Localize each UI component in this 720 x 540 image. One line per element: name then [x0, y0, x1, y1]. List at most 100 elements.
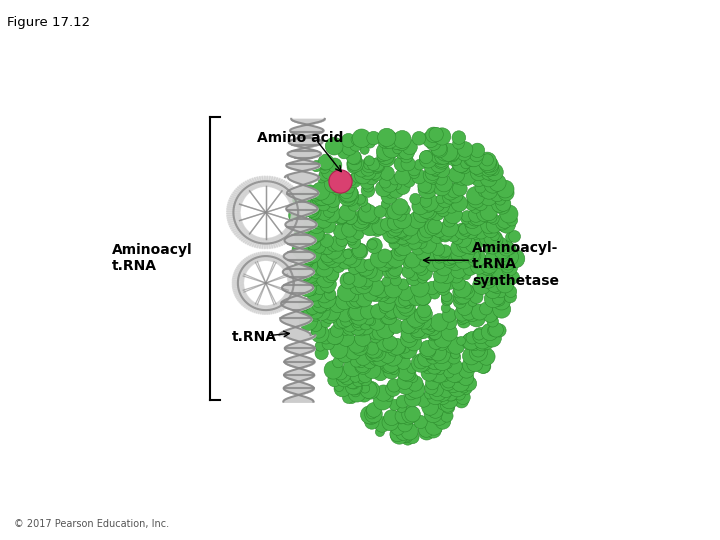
- Point: [366, 414, 378, 422]
- Point: [331, 185, 343, 193]
- Point: [399, 377, 410, 386]
- Point: [381, 299, 392, 308]
- Point: [468, 252, 480, 260]
- Point: [399, 420, 410, 429]
- Point: [359, 372, 371, 381]
- Point: [477, 187, 489, 196]
- Point: [374, 255, 385, 264]
- Point: [485, 213, 497, 221]
- Point: [329, 332, 341, 340]
- Point: [498, 251, 509, 260]
- Point: [415, 264, 427, 273]
- Point: [397, 183, 409, 192]
- Point: [458, 383, 469, 392]
- Point: [487, 233, 498, 242]
- Point: [325, 271, 336, 279]
- Point: [463, 251, 474, 259]
- Polygon shape: [264, 252, 266, 260]
- Point: [439, 247, 451, 255]
- Point: [391, 221, 402, 230]
- Point: [431, 386, 443, 394]
- Point: [397, 412, 408, 421]
- Point: [436, 339, 448, 347]
- Point: [382, 313, 393, 321]
- Polygon shape: [235, 292, 246, 295]
- Point: [438, 248, 449, 257]
- Point: [292, 211, 304, 220]
- Point: [426, 322, 438, 330]
- Point: [368, 406, 379, 414]
- Point: [392, 431, 404, 440]
- Point: [446, 202, 457, 211]
- Point: [488, 214, 500, 223]
- Point: [318, 200, 329, 208]
- Point: [455, 379, 467, 387]
- Point: [346, 236, 358, 245]
- Point: [484, 260, 495, 268]
- Polygon shape: [286, 271, 297, 274]
- Point: [433, 259, 445, 267]
- Point: [333, 251, 345, 259]
- Point: [333, 358, 344, 367]
- Point: [413, 245, 424, 253]
- Point: [459, 303, 470, 312]
- Point: [469, 214, 480, 223]
- Point: [321, 295, 333, 303]
- Point: [327, 180, 338, 188]
- Point: [374, 353, 386, 362]
- Point: [437, 166, 449, 175]
- Point: [494, 240, 505, 249]
- Point: [366, 411, 377, 420]
- Point: [488, 310, 500, 319]
- Point: [336, 212, 348, 220]
- Point: [439, 232, 451, 240]
- Point: [343, 136, 354, 145]
- Point: [365, 386, 377, 395]
- Point: [371, 170, 382, 179]
- Point: [410, 379, 421, 388]
- Polygon shape: [247, 180, 256, 189]
- Point: [335, 368, 346, 377]
- Point: [354, 246, 366, 255]
- Point: [462, 172, 473, 181]
- Polygon shape: [276, 303, 284, 310]
- Polygon shape: [267, 306, 270, 314]
- Point: [418, 268, 429, 277]
- Polygon shape: [283, 297, 293, 302]
- Polygon shape: [276, 235, 285, 245]
- Point: [319, 245, 330, 253]
- Point: [390, 307, 402, 316]
- Point: [423, 155, 434, 164]
- Point: [353, 230, 364, 239]
- Point: [352, 307, 364, 316]
- Point: [394, 431, 405, 440]
- Text: t.RNA: t.RNA: [233, 330, 277, 344]
- Point: [453, 288, 464, 296]
- Point: [320, 319, 332, 327]
- Point: [354, 312, 365, 321]
- Point: [315, 187, 327, 195]
- Point: [413, 326, 424, 334]
- Point: [310, 268, 322, 277]
- Point: [403, 335, 415, 343]
- Point: [364, 357, 376, 366]
- Point: [294, 245, 306, 254]
- Point: [326, 308, 338, 316]
- Point: [402, 267, 414, 276]
- Point: [313, 329, 325, 338]
- Point: [379, 147, 391, 156]
- Point: [457, 393, 469, 402]
- Point: [355, 357, 366, 366]
- Point: [392, 342, 404, 351]
- Point: [346, 377, 358, 386]
- Point: [426, 323, 438, 332]
- Point: [418, 326, 430, 335]
- Point: [377, 152, 388, 160]
- Polygon shape: [288, 280, 300, 282]
- Polygon shape: [262, 252, 264, 260]
- Point: [416, 311, 428, 320]
- Point: [356, 196, 368, 205]
- Point: [430, 406, 441, 415]
- Point: [499, 280, 510, 288]
- Polygon shape: [238, 231, 248, 238]
